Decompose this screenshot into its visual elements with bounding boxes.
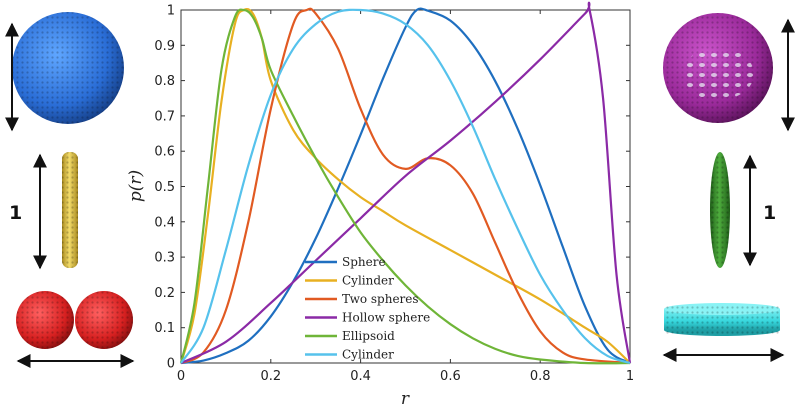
legend-label: Hollow sphere — [342, 311, 430, 325]
ellipsoid-shape — [710, 152, 730, 268]
y-axis-label: p(r) — [126, 170, 146, 202]
y-tick-label: 1 — [167, 4, 175, 19]
y-tick-label: 0.2 — [154, 286, 175, 301]
cylinder-scale-label: 1 — [9, 202, 22, 224]
x-tick-label: 0 — [177, 369, 185, 384]
legend-label: Two spheres — [342, 292, 419, 306]
series-line-0 — [180, 7, 631, 365]
x-tick-label: 0.2 — [260, 369, 281, 384]
disk-shape — [664, 303, 780, 336]
x-tick-label: 1 — [626, 369, 634, 384]
x-tick-label: 0.4 — [350, 369, 371, 384]
y-tick-label: 0.9 — [154, 39, 175, 54]
y-tick-label: 0.4 — [154, 215, 175, 230]
y-tick-label: 0.5 — [154, 180, 175, 195]
y-tick-label: 0.8 — [154, 74, 175, 89]
legend-label: Ellipsoid — [342, 329, 395, 343]
right-shapes: 1 — [662, 13, 795, 362]
left-shapes: 1 — [5, 12, 135, 368]
series-lines — [179, 1, 632, 365]
hollow-sphere-shape — [663, 13, 773, 123]
x-tick-label: 0.8 — [530, 369, 551, 384]
series-line-2 — [180, 7, 631, 365]
axis-ticks: 0 0.2 0.4 0.6 0.8 1 0 0.1 0.2 0.3 0.4 0.5 0.6 0.7 0.8 0… — [154, 4, 634, 385]
series-line-4 — [179, 8, 631, 365]
chart-area: 0 0.2 0.4 0.6 0.8 1 0 0.1 0.2 0.3 0.4 0.5 0.6 0.7 0.8 0… — [126, 1, 634, 409]
legend-label: Sphere — [342, 255, 386, 269]
x-axis-label: r — [401, 389, 410, 409]
cylinder-shape — [62, 152, 78, 268]
series-line-1 — [179, 8, 631, 364]
y-tick-label: 0.3 — [154, 251, 175, 266]
y-tick-label: 0.1 — [154, 321, 175, 336]
sphere-shape — [12, 12, 124, 124]
two-spheres-shape — [16, 291, 133, 349]
y-tick-label: 0.6 — [154, 145, 175, 160]
y-tick-label: 0.7 — [154, 109, 175, 124]
ellipsoid-scale-label: 1 — [763, 202, 776, 224]
x-tick-label: 0.6 — [440, 369, 461, 384]
legend-label: Cylinder — [342, 274, 394, 288]
series-line-3 — [180, 1, 632, 364]
legend-label: Cylinder — [342, 348, 394, 362]
legend: Sphere Cylinder Two spheres Hollow sphere El… — [305, 255, 430, 362]
y-tick-label: 0 — [167, 357, 175, 372]
series-line-5 — [180, 8, 631, 365]
